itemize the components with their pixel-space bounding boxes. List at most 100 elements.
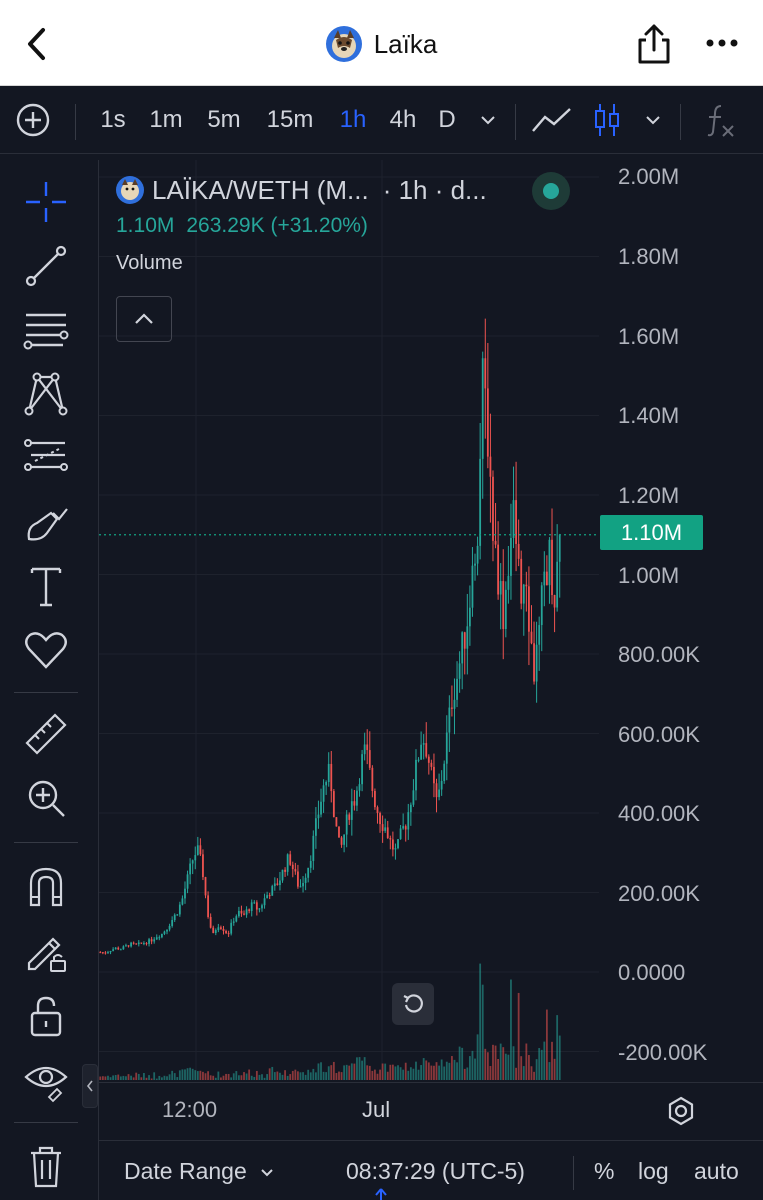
forecast-tool[interactable] bbox=[16, 430, 76, 486]
candle-body bbox=[343, 834, 346, 845]
interval-1m[interactable]: 1m bbox=[149, 106, 183, 133]
candle-body bbox=[281, 869, 284, 881]
candle-body bbox=[178, 904, 181, 915]
candle-body bbox=[515, 500, 517, 544]
candle-body bbox=[520, 558, 523, 604]
candle-body bbox=[553, 595, 556, 608]
volume-bar bbox=[332, 1061, 335, 1080]
price-axis-label: 1.60M bbox=[618, 324, 680, 349]
volume-bar bbox=[479, 963, 482, 1080]
volume-bar bbox=[127, 1074, 130, 1080]
measure-tool[interactable] bbox=[16, 706, 76, 762]
volume-bar bbox=[196, 1071, 199, 1080]
volume-bar bbox=[135, 1072, 138, 1080]
candle-body bbox=[150, 939, 153, 942]
remove-drawings-tool[interactable] bbox=[16, 1138, 76, 1194]
candle-body bbox=[545, 571, 548, 586]
log-scale-button[interactable]: log bbox=[638, 1158, 669, 1184]
favorites-tool[interactable] bbox=[16, 622, 76, 678]
candle-body bbox=[358, 784, 361, 791]
candles-button[interactable] bbox=[590, 86, 624, 154]
candle-body bbox=[384, 827, 387, 831]
volume-bar bbox=[279, 1072, 281, 1080]
crosshair-tool[interactable] bbox=[16, 174, 76, 230]
volume-bar bbox=[515, 1067, 517, 1080]
zoom-in-tool[interactable] bbox=[16, 770, 76, 826]
chart-settings-button[interactable] bbox=[664, 1094, 698, 1128]
indicators-button[interactable] bbox=[700, 86, 740, 154]
collapse-toolbar-button[interactable] bbox=[82, 1064, 98, 1108]
back-button[interactable] bbox=[18, 24, 58, 64]
line-chart-button[interactable] bbox=[528, 86, 576, 154]
candle-body bbox=[327, 763, 330, 783]
more-options-button[interactable] bbox=[700, 30, 744, 56]
interval-dropdown[interactable] bbox=[474, 86, 502, 154]
market-status-indicator[interactable] bbox=[532, 172, 570, 210]
lock-drawings-tool[interactable] bbox=[16, 922, 76, 978]
volume-bar bbox=[438, 1065, 440, 1080]
chart-pane[interactable] bbox=[98, 160, 763, 1200]
candle-body bbox=[425, 743, 428, 757]
candle-body bbox=[504, 589, 507, 629]
candle-body bbox=[497, 544, 500, 595]
volume-bar bbox=[276, 1071, 279, 1080]
volume-bar bbox=[348, 1065, 351, 1080]
volume-bar bbox=[384, 1063, 387, 1080]
interval-1s[interactable]: 1s bbox=[100, 106, 126, 133]
chevron-left-icon bbox=[28, 28, 45, 60]
interval-4h[interactable]: 4h bbox=[389, 106, 417, 133]
candle-body bbox=[551, 539, 553, 596]
interval-d[interactable]: D bbox=[438, 106, 456, 133]
candlestick-chart[interactable] bbox=[99, 160, 763, 1200]
fib-retracement-tool[interactable] bbox=[16, 302, 76, 358]
interval-1h[interactable]: 1h bbox=[339, 106, 367, 133]
candle-body bbox=[217, 927, 220, 931]
percent-scale-button[interactable]: % bbox=[594, 1158, 615, 1184]
add-symbol-button[interactable] bbox=[12, 86, 54, 154]
drawing-toolbar bbox=[0, 156, 92, 1200]
pattern-tool[interactable] bbox=[16, 366, 76, 422]
volume-bar bbox=[160, 1077, 163, 1080]
interval-15m[interactable]: 15m bbox=[266, 106, 314, 133]
price-axis-label: 0.0000 bbox=[618, 960, 686, 985]
volume-bar bbox=[112, 1075, 115, 1080]
symbol-row[interactable]: LAÏKA/WETH (M... · 1h · d... bbox=[116, 172, 487, 208]
date-range-button[interactable]: Date Range bbox=[124, 1158, 275, 1185]
candle-body bbox=[348, 814, 351, 820]
price-axis-label: 1.80M bbox=[618, 244, 680, 269]
volume-bar bbox=[535, 1059, 538, 1080]
share-icon bbox=[638, 24, 670, 64]
volume-bar bbox=[553, 1058, 556, 1080]
volume-bar bbox=[358, 1057, 361, 1080]
visibility-tool[interactable] bbox=[16, 1052, 76, 1108]
candle-body bbox=[415, 759, 417, 791]
clock-button[interactable]: 08:37:29 (UTC-5) bbox=[346, 1158, 525, 1184]
volume-bar bbox=[325, 1072, 328, 1080]
volume-bar bbox=[158, 1075, 161, 1080]
brush-tool[interactable] bbox=[16, 494, 76, 550]
candle-body bbox=[266, 895, 269, 899]
unlock-tool[interactable] bbox=[16, 988, 76, 1044]
volume-bar bbox=[230, 1077, 233, 1080]
price-axis-label: 400.00K bbox=[618, 801, 700, 826]
text-tool[interactable] bbox=[16, 558, 76, 614]
volume-bar bbox=[502, 1047, 505, 1080]
volume-bar bbox=[258, 1074, 261, 1080]
magnet-tool[interactable] bbox=[16, 858, 76, 914]
collapse-legend-button[interactable] bbox=[116, 296, 172, 342]
chart-type-dropdown[interactable] bbox=[640, 86, 666, 154]
trend-line-tool[interactable] bbox=[16, 238, 76, 294]
volume-bar bbox=[492, 1044, 494, 1080]
volume-bar bbox=[237, 1075, 240, 1080]
volume-bar bbox=[430, 1065, 433, 1080]
volume-bar bbox=[214, 1077, 217, 1080]
auto-scale-button[interactable]: auto bbox=[694, 1158, 739, 1184]
candle-body bbox=[168, 925, 171, 930]
time-axis[interactable] bbox=[98, 1082, 763, 1138]
symbol-interval: · 1h · d... bbox=[382, 174, 487, 205]
candle-body bbox=[109, 950, 112, 953]
share-button[interactable] bbox=[634, 22, 674, 66]
interval-5m[interactable]: 5m bbox=[207, 106, 241, 133]
reset-chart-button[interactable] bbox=[392, 983, 434, 1025]
candle-body bbox=[350, 801, 353, 820]
